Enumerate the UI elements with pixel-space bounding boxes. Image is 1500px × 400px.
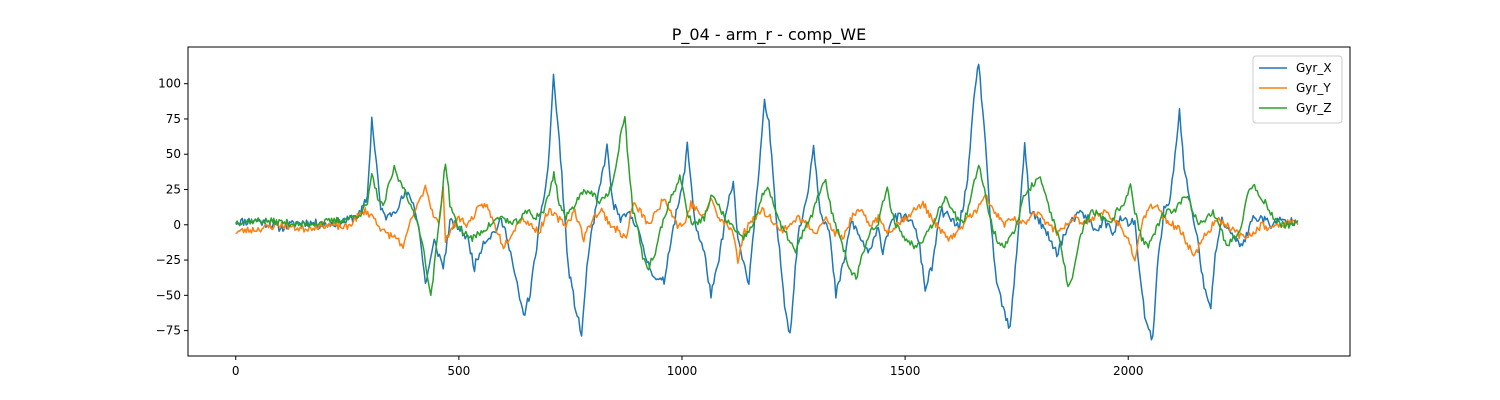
plot-frame	[187, 46, 1351, 357]
plot-area	[235, 63, 1299, 341]
x-tick-label: 2000	[1113, 364, 1144, 378]
x-tick-label: 1000	[667, 364, 698, 378]
x-tick-label: 0	[232, 364, 240, 378]
legend-label: Gyr_X	[1296, 61, 1332, 75]
series-group	[235, 63, 1299, 341]
y-tick-label: −25	[156, 253, 181, 267]
y-tick-label: 50	[166, 147, 181, 161]
x-tick-label: 500	[447, 364, 470, 378]
series-line-gyr_x	[235, 63, 1299, 341]
y-axis: −75 −50 −25 0 25 50 75 100	[156, 77, 188, 338]
series-line-gyr_y	[235, 184, 1299, 264]
y-tick-label: −75	[156, 324, 181, 338]
legend-frame	[1252, 55, 1343, 124]
y-tick-label: −50	[156, 288, 181, 302]
x-axis: 0 500 1000 1500 2000	[232, 356, 1144, 378]
legend: Gyr_X Gyr_Y Gyr_Z	[1252, 55, 1343, 124]
y-tick-label: 75	[166, 112, 181, 126]
y-tick-label: 25	[166, 183, 181, 197]
y-tick-label: 100	[158, 77, 181, 91]
y-tick-label: 0	[173, 218, 181, 232]
series-line-gyr_z	[235, 115, 1298, 297]
x-tick-label: 1500	[890, 364, 921, 378]
legend-label: Gyr_Z	[1296, 101, 1332, 115]
chart-title: P_04 - arm_r - comp_WE	[672, 25, 866, 45]
legend-label: Gyr_Y	[1296, 81, 1331, 95]
